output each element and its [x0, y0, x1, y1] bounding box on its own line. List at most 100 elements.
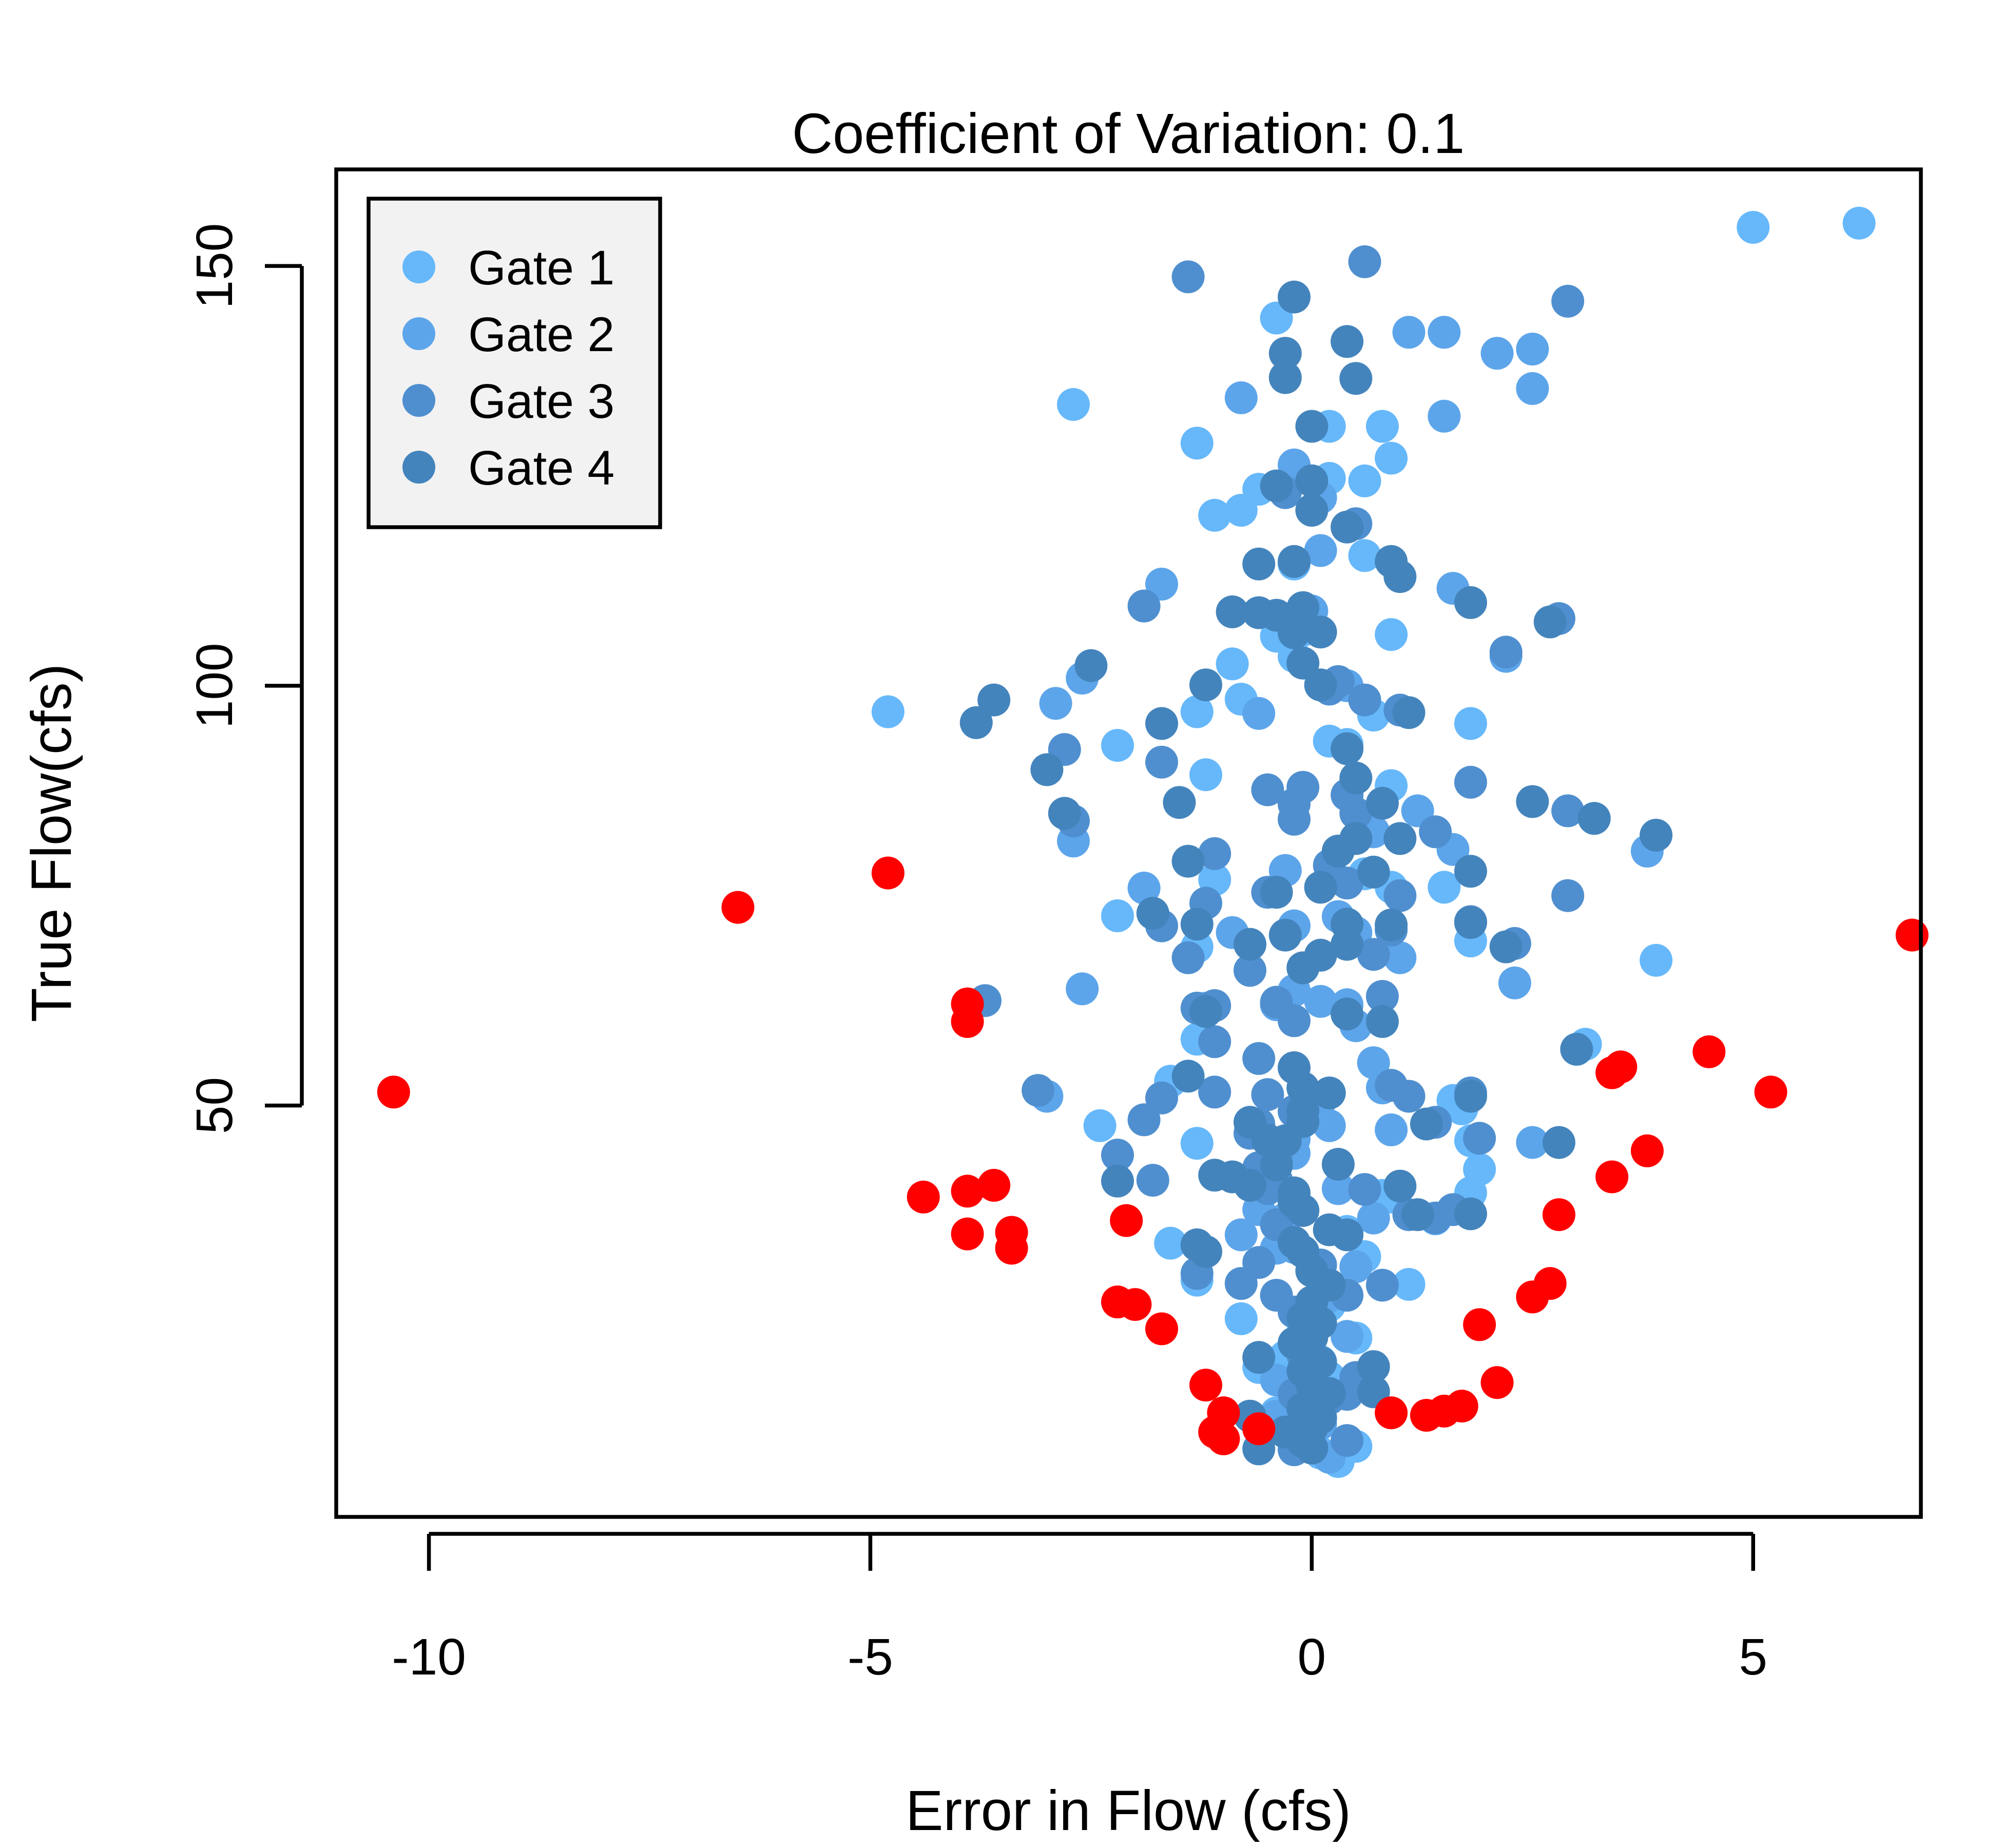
data-point — [1551, 879, 1585, 912]
data-point — [1489, 636, 1523, 669]
data-point — [1242, 547, 1276, 581]
data-point — [1189, 995, 1222, 1028]
legend-marker — [402, 317, 435, 350]
data-point — [1216, 647, 1249, 681]
data-point — [1136, 897, 1169, 930]
data-point — [1286, 1071, 1320, 1105]
data-point — [1445, 1390, 1478, 1423]
legend-marker — [402, 384, 435, 417]
data-point — [1365, 1005, 1399, 1038]
data-point — [1454, 765, 1487, 799]
data-point — [1533, 1267, 1567, 1300]
data-point — [1180, 1127, 1214, 1160]
data-point — [1428, 871, 1461, 904]
data-point — [1286, 591, 1320, 624]
data-point — [377, 1075, 410, 1109]
data-point — [1136, 1164, 1169, 1197]
data-point — [1754, 1075, 1787, 1109]
data-point — [1083, 1109, 1116, 1142]
legend-marker — [402, 451, 435, 484]
legend-label: Gate 4 — [468, 441, 614, 495]
data-point — [1110, 1204, 1143, 1237]
data-point — [1198, 1159, 1231, 1192]
data-point — [1295, 464, 1329, 497]
data-point — [1101, 899, 1134, 932]
data-point — [1357, 1201, 1390, 1235]
data-point — [1180, 695, 1214, 728]
data-point — [721, 891, 755, 924]
data-point — [1154, 1226, 1187, 1260]
y-axis-label: True Flow(cfs) — [20, 664, 83, 1023]
data-point — [1198, 498, 1231, 532]
data-point — [1242, 697, 1276, 730]
x-tick-label: 0 — [1298, 1628, 1326, 1686]
y-tick-label: 150 — [186, 223, 243, 309]
data-point — [1304, 985, 1337, 1018]
x-tick-label: 5 — [1739, 1628, 1767, 1686]
data-point — [1216, 595, 1249, 628]
y-tick-label: 100 — [186, 643, 243, 728]
data-point — [1498, 966, 1531, 999]
data-point — [1331, 1218, 1364, 1252]
data-point — [1560, 1033, 1593, 1066]
data-point — [1357, 938, 1390, 971]
data-point — [995, 1231, 1028, 1265]
data-point — [1145, 707, 1178, 740]
data-point — [1304, 668, 1337, 702]
legend-items: Gate 1 Gate 2 Gate 3 Gate 4 — [402, 241, 614, 495]
data-point — [1383, 560, 1417, 593]
data-point — [1180, 908, 1214, 941]
data-point — [1278, 280, 1311, 314]
data-point — [1516, 333, 1549, 365]
data-point — [1189, 1369, 1222, 1402]
data-point — [1268, 361, 1302, 394]
data-point — [1242, 1412, 1276, 1446]
data-point — [1480, 1366, 1514, 1399]
series-unlabeled-4 — [377, 856, 1929, 1455]
data-point — [907, 1180, 940, 1214]
data-point — [1383, 822, 1417, 855]
data-point — [1454, 586, 1487, 619]
data-point — [1321, 1148, 1355, 1181]
data-point — [1163, 786, 1196, 819]
data-point — [1383, 879, 1417, 912]
data-point — [1224, 381, 1258, 414]
data-point — [1489, 930, 1523, 964]
data-point — [1365, 410, 1399, 443]
data-point — [1268, 337, 1302, 370]
plot-frame — [334, 167, 1923, 1519]
data-point — [1348, 1173, 1381, 1206]
x-tick-label: -10 — [392, 1628, 466, 1686]
data-point — [1348, 464, 1381, 497]
data-point — [1260, 469, 1293, 503]
data-point — [1516, 1126, 1549, 1159]
data-point — [977, 683, 1011, 717]
data-point — [1198, 1025, 1231, 1058]
data-point — [1145, 567, 1178, 601]
series-gate-4 — [959, 280, 1673, 1466]
data-point — [1171, 941, 1205, 974]
data-point — [1224, 1302, 1258, 1335]
data-point — [1048, 797, 1081, 830]
data-point — [1286, 951, 1320, 985]
data-point — [1895, 918, 1929, 952]
data-point — [1516, 372, 1549, 405]
data-point — [1224, 1218, 1258, 1252]
data-point — [1339, 797, 1373, 830]
data-point — [1542, 1198, 1575, 1231]
data-point — [1577, 802, 1611, 835]
data-point — [1304, 615, 1337, 649]
data-point — [1331, 732, 1364, 765]
data-point — [1480, 337, 1514, 370]
data-point — [1331, 997, 1364, 1031]
data-point — [1119, 1288, 1152, 1321]
data-point — [1551, 284, 1585, 318]
data-point — [1410, 1107, 1443, 1141]
data-point — [1278, 616, 1311, 649]
data-point — [1842, 206, 1876, 240]
data-point — [1313, 1109, 1346, 1142]
data-point — [1251, 1078, 1284, 1111]
data-point — [1242, 1341, 1276, 1374]
data-point — [1171, 844, 1205, 878]
